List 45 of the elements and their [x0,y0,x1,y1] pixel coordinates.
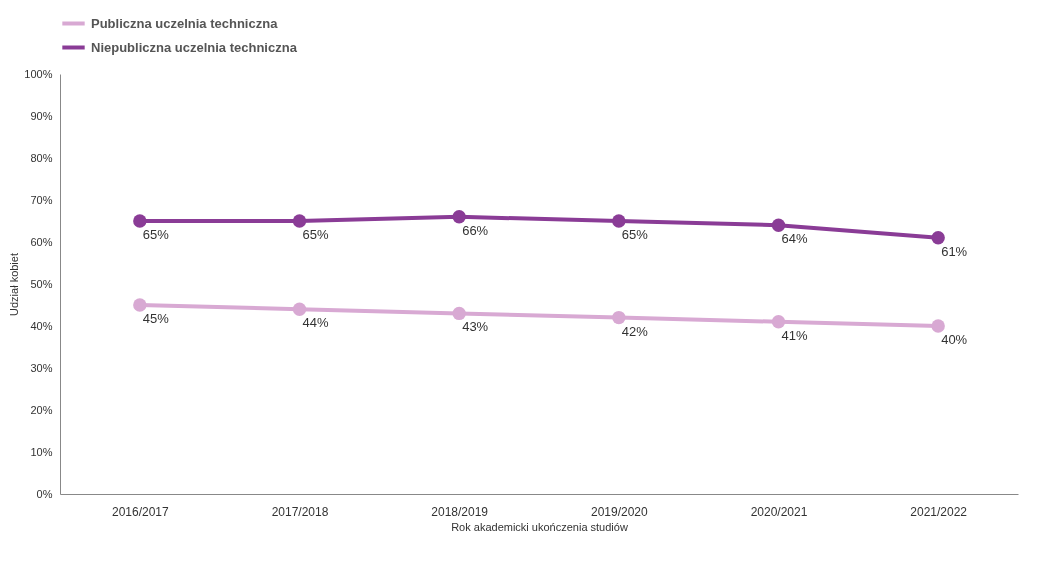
data-label: 40% [941,332,968,347]
y-axis-title: Udział kobiet [8,253,21,316]
data-label: 65% [142,227,170,242]
x-tick-label: 2019/2020 [590,504,649,519]
y-tick-label: 40% [30,319,53,332]
point [771,315,786,329]
data-label: 42% [621,323,649,339]
data-label: 66% [462,222,489,238]
data-label: 41% [781,327,808,343]
point [931,231,945,245]
point [133,298,147,312]
y-tick-label: 30% [30,361,53,374]
y-tick-label: 20% [30,403,53,416]
point [452,306,466,321]
point [452,210,466,224]
y-tick-label: 50% [30,277,53,290]
point [133,214,147,228]
data-label: 65% [302,227,329,242]
legend-label: Publiczna uczelnia techniczna [91,15,279,31]
x-tick-label: 2020/2021 [750,504,808,519]
x-tick-label: 2018/2019 [431,504,489,519]
legend-label: Niepubliczna uczelnia techniczna [91,39,298,55]
data-label: 44% [302,315,329,331]
data-label: 64% [781,231,808,247]
y-tick-label: 80% [30,151,53,164]
x-axis-title: Rok akademicki ukończenia studiów [451,520,628,533]
y-tick-label: 10% [30,445,53,458]
x-tick-label: 2017/2018 [271,504,329,519]
point [612,214,626,228]
y-tick-label: 100% [24,67,53,80]
data-label: 65% [621,227,649,242]
point [292,302,307,316]
point [292,214,307,228]
point [931,319,945,333]
data-label: 45% [142,311,170,326]
y-tick-label: 90% [30,109,53,122]
data-label: 43% [462,319,489,335]
point [612,310,626,325]
x-tick-label: 2021/2022 [910,504,968,519]
y-tick-label: 60% [30,235,53,248]
x-tick-label: 2016/2017 [111,504,170,519]
point [771,218,786,232]
y-tick-label: 0% [36,487,53,500]
data-label: 61% [941,243,968,259]
y-tick-label: 70% [30,193,53,206]
